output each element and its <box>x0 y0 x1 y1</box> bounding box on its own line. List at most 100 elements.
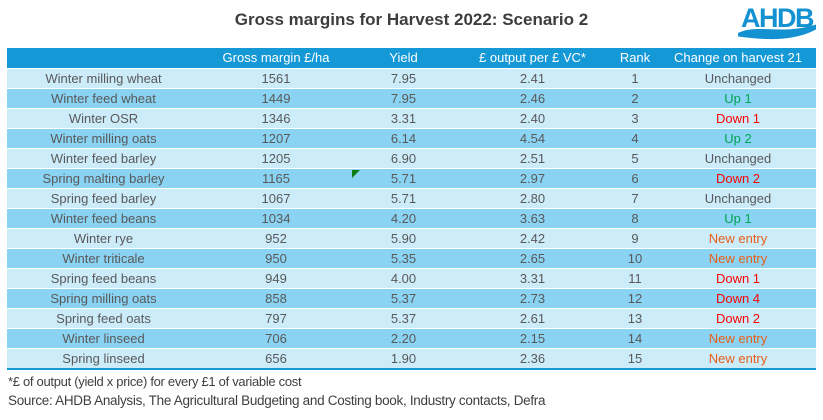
cell-yield: 3.31 <box>390 111 417 126</box>
cell-yield: 5.71 <box>390 191 417 206</box>
cell-gross-margin: 1346 <box>261 111 291 126</box>
cell-rank: 8 <box>631 211 639 226</box>
cell-gross-margin: 1067 <box>261 191 291 206</box>
cell-rank: 2 <box>631 91 639 106</box>
cell-yield: 6.90 <box>390 151 417 166</box>
cell-rank: 1 <box>631 71 639 86</box>
cell-change: New entry <box>708 231 768 246</box>
cell-yield: 2.20 <box>390 331 417 346</box>
table-header-row: Gross margin £/ha Yield £ output per £ VC*… <box>7 48 816 69</box>
cell-output-per-vc: 2.15 <box>519 331 546 346</box>
table-row: Spring linseed 656 1.90 2.36 15 New entry <box>7 349 816 368</box>
cell-output-per-vc: 2.65 <box>519 251 546 266</box>
cell-output-per-vc: 3.31 <box>519 271 546 286</box>
cell-crop: Spring linseed <box>62 351 145 366</box>
cell-rank: 5 <box>631 151 639 166</box>
cell-output-per-vc: 3.63 <box>519 211 546 226</box>
cell-yield: 5.90 <box>390 231 417 246</box>
cell-gross-margin: 656 <box>265 351 287 366</box>
cell-output-per-vc: 2.46 <box>519 91 546 106</box>
cell-gross-margin: 1165 <box>262 171 290 186</box>
cell-rank: 14 <box>627 331 643 346</box>
column-header-5: Change on harvest 21 <box>674 50 802 65</box>
cell-output-per-vc: 2.97 <box>519 171 546 186</box>
cell-yield: 5.71 <box>352 169 455 188</box>
cell-crop: Winter rye <box>73 231 134 246</box>
cell-change: Down 4 <box>715 291 761 306</box>
cell-rank: 4 <box>631 131 639 146</box>
cell-change: New entry <box>708 251 768 266</box>
cell-gross-margin: 1205 <box>261 151 291 166</box>
cell-crop: Winter feed beans <box>50 211 157 226</box>
ahdb-logo: AHDB <box>736 3 818 47</box>
cell-change: Up 2 <box>724 131 752 146</box>
column-header-2: Yield <box>389 50 418 65</box>
cell-yield: 4.00 <box>390 271 417 286</box>
cell-yield: 4.20 <box>390 211 417 226</box>
cell-crop: Winter milling wheat <box>45 71 162 86</box>
cell-gross-margin: 952 <box>265 231 287 246</box>
cell-crop: Winter OSR <box>68 111 139 126</box>
gross-margins-table: Gross margin £/ha Yield £ output per £ VC*… <box>7 48 816 370</box>
table-row: Winter feed wheat 1449 7.95 2.46 2 Up 1 <box>7 89 816 109</box>
cell-gross-margin: 1449 <box>261 91 291 106</box>
cell-crop: Spring milling oats <box>50 291 157 306</box>
column-header-4: Rank <box>619 50 651 65</box>
column-header-3: £ output per £ VC* <box>479 50 586 65</box>
cell-crop: Winter linseed <box>62 331 145 346</box>
cell-output-per-vc: 4.54 <box>519 131 546 146</box>
cell-rank: 7 <box>631 191 639 206</box>
cell-yield: 5.37 <box>390 291 417 306</box>
footnote-text: *£ of output (yield x price) for every £… <box>8 374 302 389</box>
ahdb-logo-graphic: AHDB <box>738 3 816 40</box>
cell-rank: 10 <box>627 251 643 266</box>
cell-output-per-vc: 2.40 <box>519 111 546 126</box>
cell-rank: 11 <box>628 271 642 286</box>
table-row: Spring feed oats 797 5.37 2.61 13 Down 2 <box>7 309 816 329</box>
cell-rank: 12 <box>627 291 643 306</box>
cell-gross-margin: 1207 <box>261 131 291 146</box>
cell-change: Down 2 <box>715 171 761 186</box>
cell-rank: 3 <box>631 111 639 126</box>
cell-output-per-vc: 2.61 <box>519 311 546 326</box>
cell-crop: Winter feed wheat <box>51 91 156 106</box>
cell-yield: 5.37 <box>390 311 417 326</box>
column-header-1: Gross margin £/ha <box>222 50 330 65</box>
table-row: Spring milling oats 858 5.37 2.73 12 Down 4 <box>7 289 816 309</box>
table-row: Winter milling wheat 1561 7.95 2.41 1 Unchang… <box>7 69 816 89</box>
cell-change: Up 1 <box>724 91 752 106</box>
cell-yield: 7.95 <box>390 71 417 86</box>
cell-output-per-vc: 2.42 <box>519 231 546 246</box>
cell-gross-margin: 949 <box>265 271 287 286</box>
cell-yield: 1.90 <box>390 351 417 366</box>
cell-gross-margin: 797 <box>265 311 287 326</box>
cell-crop: Spring malting barley <box>42 171 165 186</box>
cell-change: Unchanged <box>704 191 772 206</box>
cell-crop: Winter feed barley <box>50 151 157 166</box>
cell-change: Down 1 <box>715 111 761 126</box>
table-row: Winter linseed 706 2.20 2.15 14 New entry <box>7 329 816 349</box>
column-header-0 <box>7 48 200 68</box>
cell-output-per-vc: 2.41 <box>519 71 546 86</box>
cell-output-per-vc: 2.73 <box>519 291 546 306</box>
table-row: Spring feed beans 949 4.00 3.31 11 Down 1 <box>7 269 816 289</box>
cell-gross-margin: 950 <box>265 251 287 266</box>
cell-crop: Winter milling oats <box>50 131 157 146</box>
table-row: Winter milling oats 1207 6.14 4.54 4 Up 2 <box>7 129 816 149</box>
table-row: Winter OSR 1346 3.31 2.40 3 Down 1 <box>7 109 816 129</box>
table-row: Winter feed beans 1034 4.20 3.63 8 Up 1 <box>7 209 816 229</box>
cell-gross-margin: 858 <box>265 291 287 306</box>
cell-output-per-vc: 2.80 <box>519 191 546 206</box>
cell-change: Up 1 <box>724 211 752 226</box>
cell-change: Down 2 <box>715 311 761 326</box>
cell-change: New entry <box>708 331 768 346</box>
table-row: Winter rye 952 5.90 2.42 9 New entry <box>7 229 816 249</box>
cell-crop: Winter triticale <box>62 251 145 266</box>
cell-yield: 7.95 <box>390 91 417 106</box>
cell-gross-margin: 706 <box>265 331 287 346</box>
cell-output-per-vc: 2.36 <box>519 351 546 366</box>
cell-change: Down 1 <box>715 271 761 286</box>
cell-rank: 9 <box>631 231 639 246</box>
page-title: Gross margins for Harvest 2022: Scenario… <box>234 10 589 29</box>
